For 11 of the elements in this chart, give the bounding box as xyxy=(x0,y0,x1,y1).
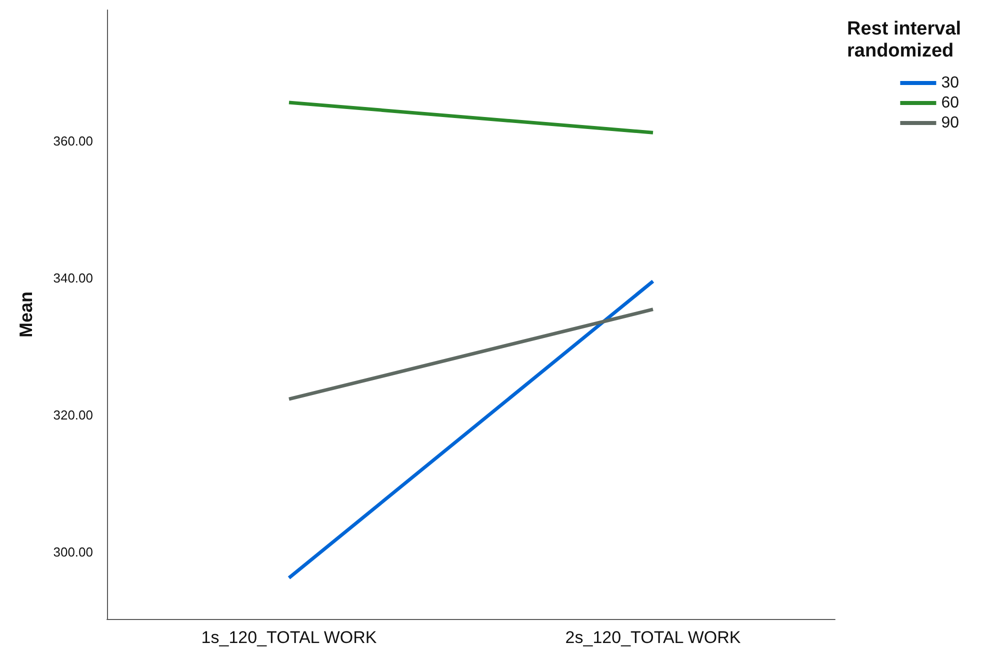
y-tick-label: 360.00 xyxy=(53,133,93,148)
x-tick-label: 2s_120_TOTAL WORK xyxy=(565,628,742,647)
legend-label: 60 xyxy=(941,94,960,112)
y-tick-label: 340.00 xyxy=(53,270,93,286)
legend-label: 30 xyxy=(941,74,960,92)
y-tick-label: 320.00 xyxy=(53,407,93,422)
legend-label: 90 xyxy=(941,114,960,132)
y-tick-label: 300.00 xyxy=(53,544,93,560)
y-axis-title: Mean xyxy=(16,291,36,338)
x-tick-label: 1s_120_TOTAL WORK xyxy=(201,628,378,647)
legend-title: Rest interval randomized xyxy=(847,18,966,62)
